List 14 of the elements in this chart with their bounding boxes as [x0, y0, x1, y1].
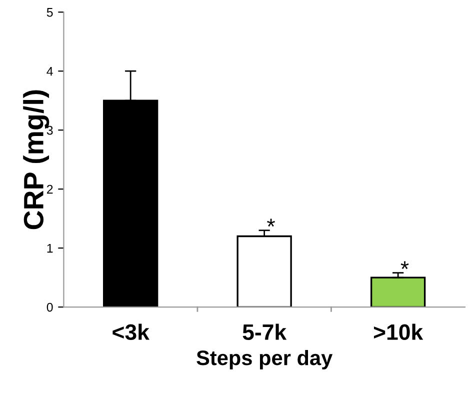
- y-tick-label: 5: [46, 8, 53, 17]
- x-tick-label: 5-7k: [242, 324, 287, 340]
- bar: [370, 276, 426, 308]
- annotation: *: [400, 261, 409, 270]
- y-tick-label: 2: [46, 184, 53, 194]
- x-tick-label: <3k: [112, 324, 150, 340]
- x-tick-label: >10k: [374, 324, 424, 340]
- y-tick-label: 1: [47, 244, 53, 253]
- y-tick-label: 0: [46, 302, 53, 312]
- x-axis-title: Steps per day: [196, 350, 333, 370]
- y-tick-label: 4: [46, 67, 53, 76]
- y-tick-label: 3: [46, 126, 53, 135]
- bar: [236, 235, 292, 308]
- annotation: *: [267, 218, 275, 227]
